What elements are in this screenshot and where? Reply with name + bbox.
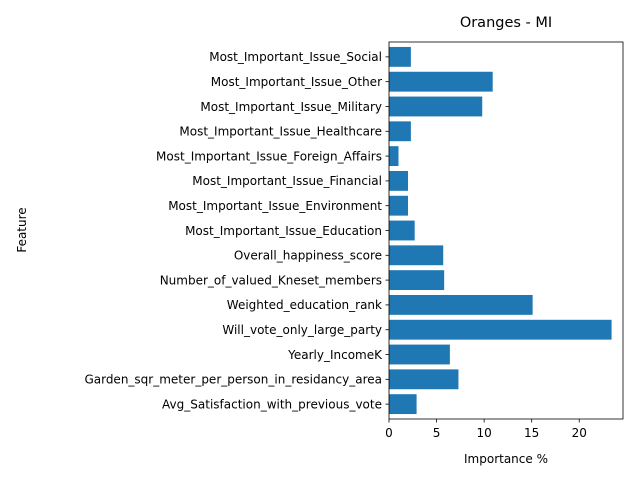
x-tick-label: 10 xyxy=(476,426,491,440)
y-tick-label: Most_Important_Issue_Environment xyxy=(168,199,382,213)
plot-frame xyxy=(388,41,624,420)
x-tick-label: 20 xyxy=(572,426,587,440)
chart-title: Oranges - MI xyxy=(460,15,552,31)
bar xyxy=(389,220,415,241)
x-axis-label: Importance % xyxy=(464,452,548,466)
y-tick-label: Weighted_education_rank xyxy=(227,298,382,312)
bar xyxy=(389,146,399,167)
y-tick-label: Most_Important_Issue_Other xyxy=(211,75,382,89)
bar xyxy=(389,170,409,191)
y-tick-label: Most_Important_Issue_Foreign_Affairs xyxy=(156,149,382,163)
y-tick-label: Will_vote_only_large_party xyxy=(222,323,382,337)
bar xyxy=(389,71,493,92)
bar xyxy=(389,245,444,266)
bar xyxy=(389,46,411,67)
bar xyxy=(389,121,411,142)
y-tick-label: Avg_Satisfaction_with_previous_vote xyxy=(162,397,382,411)
bar xyxy=(389,394,417,415)
bar xyxy=(389,319,612,340)
y-tick-label: Yearly_IncomeK xyxy=(287,348,383,362)
bar xyxy=(389,195,409,216)
bar xyxy=(389,344,450,365)
y-tick-label: Most_Important_Issue_Education xyxy=(185,224,382,238)
y-tick-label: Most_Important_Issue_Financial xyxy=(192,174,382,188)
y-tick-label: Most_Important_Issue_Social xyxy=(209,50,382,64)
bar xyxy=(389,294,533,315)
bar xyxy=(389,270,445,291)
bar xyxy=(389,369,459,390)
y-tick-label: Garden_sqr_meter_per_person_in_residancy… xyxy=(84,373,382,387)
plot-area: Avg_Satisfaction_with_previous_vote Garde… xyxy=(84,41,624,440)
x-tick-label: 5 xyxy=(433,426,441,440)
x-tick-label: 0 xyxy=(385,426,393,440)
y-tick-label: Most_Important_Issue_Military xyxy=(200,100,382,114)
y-tick-label: Overall_happiness_score xyxy=(234,249,382,263)
x-tick-label: 15 xyxy=(524,426,539,440)
y-tick-label: Number_of_valued_Kneset_members xyxy=(160,273,382,287)
y-tick-label: Most_Important_Issue_Healthcare xyxy=(179,125,382,139)
bar xyxy=(389,96,483,117)
y-axis-label: Feature xyxy=(15,207,29,252)
